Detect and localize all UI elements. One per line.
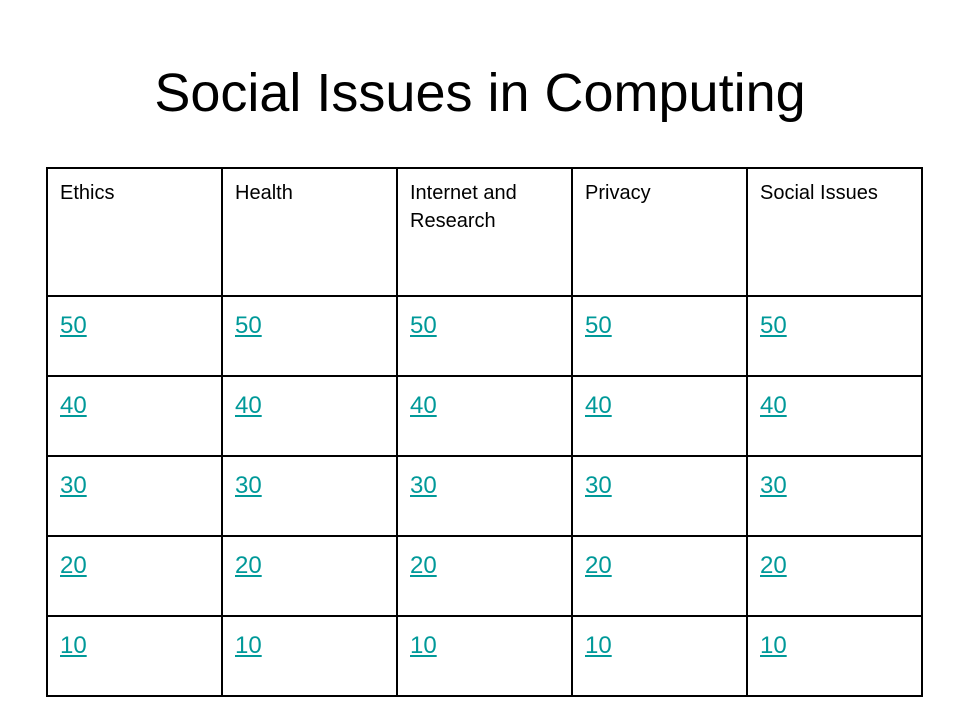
question-link-ethics-40[interactable]: 40: [60, 392, 87, 419]
question-link-health-30[interactable]: 30: [235, 472, 262, 499]
board-cell: 40: [396, 375, 573, 457]
category-label: Privacy: [585, 182, 651, 204]
board-cell: 40: [221, 375, 398, 457]
question-link-health-10[interactable]: 10: [235, 632, 262, 659]
board-cell: 30: [221, 455, 398, 537]
question-link-internet-and-research-10[interactable]: 10: [410, 632, 437, 659]
board-cell: 20: [746, 535, 923, 617]
value-row-30: 30 30 30 30 30: [46, 455, 923, 537]
question-link-privacy-10[interactable]: 10: [585, 632, 612, 659]
question-link-social-issues-50[interactable]: 50: [760, 312, 787, 339]
category-header-row: Ethics Health Internet and Research Priv…: [46, 167, 923, 297]
board-cell: 20: [221, 535, 398, 617]
board-cell: 20: [396, 535, 573, 617]
category-cell-ethics: Ethics: [46, 167, 223, 297]
category-label: Health: [235, 182, 293, 204]
board-cell: 10: [46, 615, 223, 697]
category-cell-privacy: Privacy: [571, 167, 748, 297]
board-cell: 20: [571, 535, 748, 617]
page-title: Social Issues in Computing: [154, 63, 806, 123]
category-cell-internet-and-research: Internet and Research: [396, 167, 573, 297]
question-link-health-20[interactable]: 20: [235, 552, 262, 579]
question-link-internet-and-research-40[interactable]: 40: [410, 392, 437, 419]
value-row-50: 50 50 50 50 50: [46, 295, 923, 377]
question-link-health-40[interactable]: 40: [235, 392, 262, 419]
board-cell: 10: [746, 615, 923, 697]
question-link-social-issues-30[interactable]: 30: [760, 472, 787, 499]
category-cell-social-issues: Social Issues: [746, 167, 923, 297]
board-cell: 20: [46, 535, 223, 617]
board-cell: 40: [571, 375, 748, 457]
value-row-20: 20 20 20 20 20: [46, 535, 923, 617]
question-link-internet-and-research-30[interactable]: 30: [410, 472, 437, 499]
question-link-ethics-10[interactable]: 10: [60, 632, 87, 659]
category-cell-health: Health: [221, 167, 398, 297]
category-label: Social Issues: [760, 182, 878, 204]
question-link-ethics-30[interactable]: 30: [60, 472, 87, 499]
category-label: Ethics: [60, 182, 115, 204]
question-link-social-issues-20[interactable]: 20: [760, 552, 787, 579]
board-cell: 30: [396, 455, 573, 537]
question-link-privacy-20[interactable]: 20: [585, 552, 612, 579]
board-cell: 10: [571, 615, 748, 697]
question-link-social-issues-10[interactable]: 10: [760, 632, 787, 659]
question-link-privacy-50[interactable]: 50: [585, 312, 612, 339]
board-cell: 10: [396, 615, 573, 697]
question-link-internet-and-research-20[interactable]: 20: [410, 552, 437, 579]
question-link-privacy-40[interactable]: 40: [585, 392, 612, 419]
board-cell: 50: [221, 295, 398, 377]
board-cell: 50: [46, 295, 223, 377]
board-cell: 10: [221, 615, 398, 697]
question-link-privacy-30[interactable]: 30: [585, 472, 612, 499]
value-row-10: 10 10 10 10 10: [46, 615, 923, 697]
category-label: Internet and Research: [410, 182, 517, 232]
board-cell: 30: [746, 455, 923, 537]
board-cell: 50: [396, 295, 573, 377]
board-cell: 40: [746, 375, 923, 457]
board-cell: 50: [571, 295, 748, 377]
value-row-40: 40 40 40 40 40: [46, 375, 923, 457]
question-link-internet-and-research-50[interactable]: 50: [410, 312, 437, 339]
board-cell: 50: [746, 295, 923, 377]
question-link-ethics-20[interactable]: 20: [60, 552, 87, 579]
jeopardy-board: Ethics Health Internet and Research Priv…: [46, 167, 923, 697]
board-cell: 30: [46, 455, 223, 537]
question-link-health-50[interactable]: 50: [235, 312, 262, 339]
question-link-social-issues-40[interactable]: 40: [760, 392, 787, 419]
question-link-ethics-50[interactable]: 50: [60, 312, 87, 339]
board-cell: 30: [571, 455, 748, 537]
board-cell: 40: [46, 375, 223, 457]
